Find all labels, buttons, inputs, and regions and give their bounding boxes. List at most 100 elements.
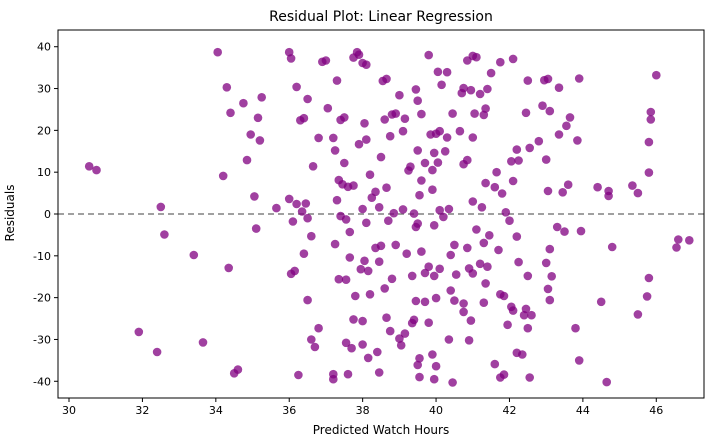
scatter-point xyxy=(508,176,518,186)
scatter-point xyxy=(415,354,424,363)
scatter-point xyxy=(444,204,454,214)
scatter-point xyxy=(512,145,522,154)
scatter-point xyxy=(543,186,553,196)
scatter-point xyxy=(363,353,373,363)
scatter-point xyxy=(435,205,445,215)
scatter-point xyxy=(523,323,533,333)
scatter-point xyxy=(455,126,465,136)
scatter-point xyxy=(272,203,281,213)
scatter-point xyxy=(233,365,243,374)
scatter-point xyxy=(356,264,366,274)
scatter-point xyxy=(395,90,404,100)
scatter-point xyxy=(189,250,199,260)
scatter-point xyxy=(442,67,452,77)
scatter-point xyxy=(310,342,320,352)
scatter-point xyxy=(360,256,369,266)
scatter-point xyxy=(358,316,367,326)
y-tick-label: -30 xyxy=(33,333,51,346)
scatter-point xyxy=(395,334,404,343)
scatter-point xyxy=(508,54,518,64)
scatter-point xyxy=(284,194,294,204)
scatter-point xyxy=(417,247,426,256)
scatter-point xyxy=(521,108,531,118)
scatter-point xyxy=(398,126,408,136)
scatter-point xyxy=(644,137,654,147)
y-tick-label: -40 xyxy=(33,375,51,388)
scatter-point xyxy=(573,136,582,145)
scatter-point xyxy=(332,76,342,85)
scatter-point xyxy=(523,271,533,281)
scatter-point xyxy=(429,271,439,281)
scatter-point xyxy=(571,323,580,333)
scatter-point xyxy=(459,299,468,308)
scatter-point xyxy=(299,249,309,258)
scatter-point xyxy=(92,165,101,175)
scatter-point xyxy=(499,291,509,301)
scatter-point xyxy=(362,218,371,228)
scatter-point xyxy=(646,107,656,117)
scatter-point xyxy=(402,249,412,258)
scatter-point xyxy=(334,274,344,284)
scatter-point xyxy=(523,76,533,85)
scatter-point xyxy=(450,296,459,305)
scatter-point xyxy=(576,226,586,236)
scatter-point xyxy=(413,219,423,228)
y-axis-ticks: -40 -30 -20 -10 0 10 20 30 40 xyxy=(33,41,58,388)
scatter-point xyxy=(424,318,434,328)
scatter-point xyxy=(362,135,371,144)
scatter-point xyxy=(362,60,371,69)
scatter-point xyxy=(415,190,424,200)
scatter-point xyxy=(472,52,481,62)
scatter-point xyxy=(547,272,556,281)
x-axis-label: Predicted Watch Hours xyxy=(313,423,449,437)
scatter-point xyxy=(424,262,434,272)
scatter-point xyxy=(685,236,694,245)
scatter-point xyxy=(450,240,459,250)
scatter-point xyxy=(420,268,430,278)
scatter-point xyxy=(499,370,509,379)
scatter-point xyxy=(307,335,316,344)
scatter-point xyxy=(413,96,423,105)
scatter-point xyxy=(492,167,501,177)
scatter-point xyxy=(642,292,652,301)
scatter-point xyxy=(433,67,443,77)
scatter-point xyxy=(448,378,457,387)
scatter-point xyxy=(494,245,503,255)
scatter-point xyxy=(496,57,505,67)
scatter-point xyxy=(429,148,439,158)
scatter-point xyxy=(400,114,410,123)
scatter-point xyxy=(558,188,567,197)
y-axis-label: Residuals xyxy=(3,185,17,242)
scatter-point xyxy=(463,243,472,253)
scatter-point xyxy=(470,109,479,118)
scatter-point xyxy=(374,257,384,267)
scatter-point xyxy=(303,295,312,305)
scatter-point xyxy=(413,360,423,370)
scatter-point xyxy=(345,253,355,262)
scatter-point xyxy=(428,350,437,359)
scatter-point xyxy=(307,231,316,241)
x-tick-label: 30 xyxy=(62,404,76,417)
scatter-point xyxy=(508,306,518,315)
scatter-point xyxy=(466,316,476,325)
scatter-point xyxy=(411,85,421,94)
scatter-point xyxy=(507,157,516,166)
y-tick-label: -10 xyxy=(33,250,51,263)
scatter-point xyxy=(505,216,514,225)
scatter-point xyxy=(407,271,417,281)
scatter-point xyxy=(134,327,144,337)
scatter-point xyxy=(459,307,468,317)
scatter-point xyxy=(543,284,553,294)
scatter-point xyxy=(514,257,523,267)
scatter-point xyxy=(437,80,446,90)
scatter-point xyxy=(286,54,296,63)
scatter-point xyxy=(345,227,355,237)
y-tick-label: 30 xyxy=(37,83,51,96)
scatter-point xyxy=(398,205,408,214)
scatter-point xyxy=(431,361,441,371)
scatter-point xyxy=(253,113,263,123)
scatter-point xyxy=(380,115,390,124)
scatter-point xyxy=(288,217,298,226)
scatter-point xyxy=(562,121,571,131)
scatter-point xyxy=(541,155,551,164)
